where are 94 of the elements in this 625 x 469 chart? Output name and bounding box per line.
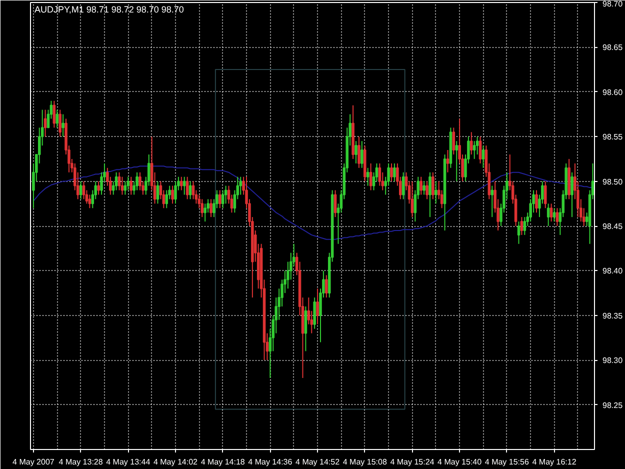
candlestick: [165, 190, 168, 209]
candlestick: [432, 172, 434, 200]
x-tick-label: 4 May 13:44: [106, 458, 151, 466]
candlestick: [44, 109, 47, 138]
candlestick: [550, 203, 553, 222]
candlestick: [366, 167, 370, 186]
candlestick: [218, 190, 222, 209]
candlestick: [476, 136, 479, 155]
x-tick-label: 4 May 13:28: [58, 458, 104, 466]
candlestick: [325, 274, 328, 298]
candlestick: [426, 180, 428, 200]
candlestick: [313, 297, 316, 330]
candlestick: [156, 180, 160, 204]
x-tick-label: 4 May 14:52: [296, 458, 340, 466]
candlestick: [130, 176, 132, 196]
candlestick: [472, 140, 476, 160]
candlestick: [482, 145, 485, 168]
candlestick: [171, 185, 174, 204]
candlestick: [520, 216, 524, 236]
candlestick: [517, 221, 520, 244]
candlestick: [88, 194, 92, 209]
candlestick: [62, 114, 64, 138]
y-tick-label: 98.35: [602, 311, 624, 320]
candlestick: [126, 176, 130, 191]
candlestick: [535, 190, 538, 214]
candlestick: [58, 109, 62, 138]
y-tick-label: 98.30: [602, 356, 624, 366]
candlestick: [420, 176, 422, 196]
candlestick: [221, 190, 224, 209]
x-tick-label: 4 May 15:40: [438, 458, 482, 466]
candlestick: [138, 172, 142, 191]
x-tick-label: 4 May 14:18: [200, 458, 246, 466]
candlestick: [182, 176, 186, 196]
candlestick: [422, 180, 426, 196]
x-tick-label: 4 May 14:02: [153, 458, 198, 466]
candlestick: [452, 127, 456, 155]
candlestick: [390, 162, 393, 182]
candlestick: [455, 140, 458, 182]
candlestick: [224, 185, 228, 204]
candlestick: [200, 198, 204, 218]
candlestick: [490, 185, 494, 218]
y-tick-label: 98.65: [602, 43, 624, 52]
candlestick: [552, 208, 556, 222]
candlestick: [82, 180, 86, 200]
y-tick-label: 98.45: [602, 222, 624, 231]
candlestick: [402, 172, 405, 200]
candlestick: [428, 172, 432, 218]
candlestick: [334, 190, 337, 218]
y-tick-label: 98.60: [602, 88, 624, 97]
y-tick-label: 98.50: [602, 177, 624, 186]
candlestick: [378, 162, 382, 186]
x-tick-label: 4 May 15:08: [342, 458, 388, 466]
candlestick: [470, 132, 473, 155]
candlestick: [316, 288, 319, 325]
candlestick: [239, 176, 242, 196]
x-tick-label: 4 May 2007: [12, 458, 55, 466]
candlestick: [556, 208, 559, 226]
candlestick: [136, 172, 138, 191]
candlestick: [354, 140, 358, 164]
y-tick-label: 98.55: [602, 132, 624, 142]
candlestick: [79, 180, 82, 200]
candlestick: [410, 180, 414, 218]
candlestick: [118, 172, 121, 191]
candlestick: [446, 150, 450, 173]
candlestick: [434, 180, 438, 204]
candlestick: [97, 180, 100, 196]
candlestick: [523, 216, 526, 236]
candlestick: [52, 100, 56, 128]
candlestick: [358, 136, 360, 168]
x-tick-label: 4 May 16:12: [532, 458, 577, 466]
candlestick: [570, 172, 574, 218]
candlestick: [204, 203, 206, 222]
candlestick: [186, 176, 189, 200]
candlestick: [393, 162, 396, 182]
y-tick-label: 98.25: [602, 400, 624, 410]
x-tick-label: 4 May 15:24: [390, 458, 435, 466]
y-tick-label: 98.70: [602, 0, 624, 8]
candlestick: [56, 109, 59, 128]
candlestick: [188, 180, 192, 200]
y-tick-label: 98.40: [602, 266, 624, 276]
candlestick: [360, 140, 364, 168]
x-tick-label: 4 May 15:56: [484, 458, 530, 466]
candlestick: [180, 176, 183, 191]
candlestick: [369, 162, 372, 191]
candlestick: [304, 306, 308, 352]
candlestick: [546, 203, 550, 226]
candlestick: [174, 180, 177, 204]
candlestick: [114, 172, 118, 191]
chart-title: AUDJPY,M1 98.71 98.72 98.70 98.70: [34, 4, 184, 14]
candlestick: [478, 136, 482, 164]
candlestick: [210, 198, 212, 218]
x-tick-label: 4 May 14:36: [248, 458, 293, 466]
candlestick: [192, 180, 195, 200]
candlestick: [544, 180, 547, 209]
